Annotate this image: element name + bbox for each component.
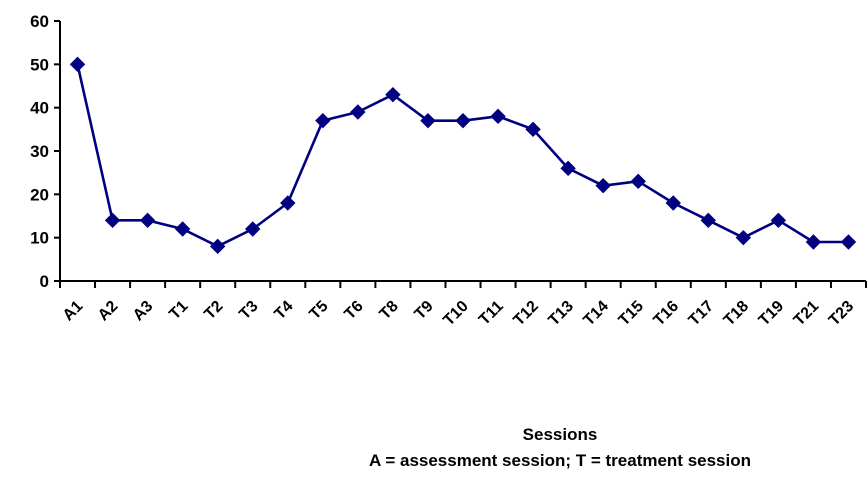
y-tick-label: 10 [30,229,49,248]
data-point [665,195,681,211]
x-tick-label: T9 [412,298,437,323]
data-point [525,121,541,138]
x-tick-label: T13 [545,298,577,330]
y-tick-label: 0 [40,272,49,291]
data-point [209,238,226,255]
x-axis-title: Sessions [522,425,598,444]
y-axis: 0 10 20 30 40 50 60 [30,12,61,291]
x-tick-label: T15 [616,298,648,330]
series [69,56,857,255]
x-tick-label: T16 [651,298,683,330]
x-tick-label: T1 [166,298,191,323]
x-tick-label: T2 [201,298,226,323]
data-point [139,212,156,229]
data-point [560,160,576,177]
x-tick-label: A2 [95,298,122,325]
x-tick-label: T17 [686,298,718,330]
y-tick-label: 40 [30,99,49,118]
x-tick-label: T12 [510,298,542,330]
data-point [770,212,787,229]
x-tick-label: T10 [440,298,472,330]
x-tick-label: T6 [341,298,366,323]
series-line [76,64,849,248]
x-tick-label: T5 [306,298,331,323]
data-point [245,221,261,237]
data-point [280,195,296,211]
y-tick-label: 30 [30,142,49,161]
data-point [104,212,121,229]
x-tick-label: T14 [580,298,612,330]
data-point [595,177,611,194]
x-tick-label: T11 [476,298,507,329]
data-point [315,112,331,129]
data-point [700,212,717,229]
x-tick-label: T23 [826,298,858,330]
y-tick-label: 20 [30,185,49,204]
data-point [490,108,506,125]
x-tick-label: T18 [721,298,753,330]
data-point [174,221,191,237]
y-tick-label: 50 [30,55,49,74]
data-point [455,112,471,129]
data-point [735,229,752,246]
data-point [69,56,86,73]
x-tick-label: T4 [271,298,296,323]
x-axis-note: A = assessment session; T = treatment se… [368,451,752,470]
data-point [840,234,857,250]
data-point [805,234,822,250]
x-tick-label: A3 [130,298,157,325]
x-axis: A1 A2 A3 T1 T2 T3 T4 T5 T6 T8 T9 T10 T11 T12 T13 T14 T15… [59,280,867,330]
x-tick-label: T21 [791,298,823,330]
data-point [350,104,366,120]
data-point [385,86,401,103]
x-tick-label: A1 [60,298,87,325]
data-point [630,173,646,190]
data-point [420,112,436,129]
y-tick-label: 60 [30,12,49,31]
x-tick-label: T19 [756,298,788,330]
x-tick-label: T8 [377,298,402,323]
x-tick-label: T3 [236,298,261,323]
